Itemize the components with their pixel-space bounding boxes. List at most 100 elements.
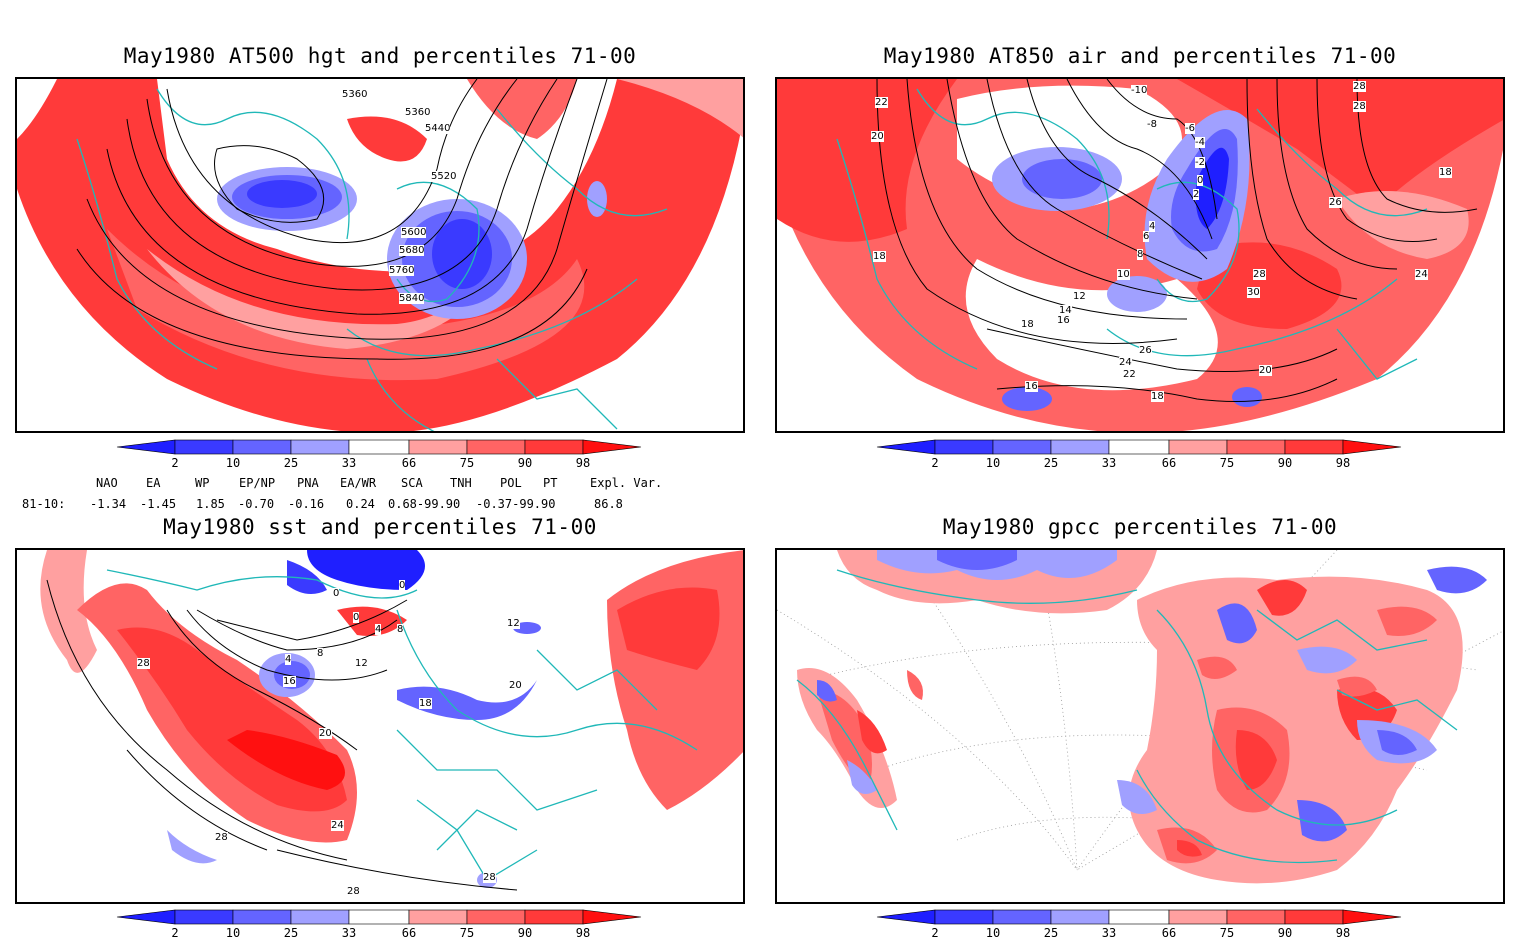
contour-label: -8 (1147, 119, 1157, 130)
panel-title: May1980 sst and percentiles 71-00 (163, 515, 597, 539)
contour-label: 0 (399, 580, 406, 591)
contour-label: 12 (1073, 291, 1086, 302)
contour-label: 8 (1137, 249, 1144, 260)
colorbar-segment (1168, 909, 1228, 925)
colorbar-segment (1284, 909, 1344, 925)
index-row-label: 81-10: (22, 497, 66, 511)
contour-label: 5680 (399, 245, 425, 256)
colorbar-tick-label: 10 (226, 926, 240, 940)
colorbar-tick-label: 98 (1336, 456, 1350, 470)
contour-label: 24 (331, 820, 344, 831)
colorbar-segment (1108, 439, 1170, 455)
colorbar-tick-label: 90 (518, 456, 532, 470)
colorbar-tick-label: 10 (986, 926, 1000, 940)
contour-label: 18 (419, 698, 432, 709)
index-value: -0.70 (238, 497, 275, 511)
contour-label: 28 (1253, 269, 1266, 280)
contour-label: 24 (1119, 357, 1132, 368)
index-header: EP/NP (239, 476, 276, 490)
contour-label: 8 (317, 648, 324, 659)
contour-label: 18 (873, 251, 886, 262)
index-header: TNH (450, 476, 472, 490)
colorbar-tick-label: 25 (284, 926, 298, 940)
contour-label: 30 (1247, 287, 1260, 298)
gpcc-map (777, 550, 1503, 884)
colorbar-segment (1342, 909, 1402, 925)
colorbar-segment (174, 439, 234, 455)
index-header: SCA (401, 476, 423, 490)
contour-label: 24 (1415, 269, 1428, 280)
colorbar: 2 10 25 33 66 75 90 98 (876, 909, 1407, 944)
index-header: NAO (96, 476, 118, 490)
index-value: -0.37-99.90 (476, 497, 556, 511)
colorbar-segment (232, 909, 292, 925)
colorbar-tick-label: 75 (460, 926, 474, 940)
contour-label: -6 (1185, 123, 1195, 134)
index-header: EA/WR (340, 476, 377, 490)
contour-label: 28 (1353, 101, 1366, 112)
contour-label: -4 (1195, 137, 1205, 148)
contour-label: 4 (375, 624, 382, 635)
colorbar-segment (116, 439, 176, 455)
colorbar-tick-label: 33 (342, 456, 356, 470)
index-value: -0.16 (288, 497, 325, 511)
colorbar-tick-label: 2 (171, 456, 178, 470)
contour-label: 20 (1259, 365, 1272, 376)
contour-label: 28 (483, 872, 496, 883)
colorbar-tick-label: 33 (342, 926, 356, 940)
contour-label: 20 (509, 680, 522, 691)
colorbar-segment (876, 439, 936, 455)
colorbar-segment (992, 439, 1052, 455)
colorbar-segment (1168, 439, 1228, 455)
map-frame: 5360 5360 5440 5520 5600 5680 5760 5840 (15, 77, 745, 433)
colorbar-tick-label: 10 (226, 456, 240, 470)
map-frame: 0 0 0 4 4 8 8 12 12 16 18 20 20 24 28 28… (15, 548, 745, 904)
index-header: WP (195, 476, 210, 490)
colorbar-segment (992, 909, 1052, 925)
colorbar-tick-label: 90 (518, 926, 532, 940)
panel-title: May1980 gpcc percentiles 71-00 (942, 515, 1338, 539)
colorbar-segment (934, 909, 994, 925)
contour-label: 28 (137, 658, 150, 669)
colorbar-segment (408, 909, 468, 925)
hgt-contours (76, 79, 608, 360)
contour-label: -2 (1195, 157, 1205, 168)
index-value: -1.45 (140, 497, 177, 511)
colorbar-svg: 2 10 25 33 66 75 90 98 (116, 439, 642, 470)
colorbar-tick-label: 66 (402, 456, 416, 470)
index-value: 86.8 (594, 497, 623, 511)
hgt-map (17, 79, 743, 431)
contour-label: 28 (347, 886, 360, 897)
contour-label: 16 (1057, 315, 1070, 326)
colorbar-tick-label: 2 (931, 456, 938, 470)
colorbar-tick-label: 2 (171, 926, 178, 940)
colorbar-segment (582, 439, 642, 455)
sst-map (40, 550, 743, 891)
colorbar-segment (290, 909, 350, 925)
contour-label: 0 (333, 588, 340, 599)
contour-label: 16 (1025, 381, 1038, 392)
contour-label: 10 (1117, 269, 1130, 280)
colorbar-segment (934, 439, 994, 455)
colorbar-segment (408, 439, 468, 455)
contour-label: 18 (1021, 319, 1034, 330)
contour-label: 20 (319, 728, 332, 739)
colorbar-tick-label: 90 (1278, 456, 1292, 470)
colorbar-tick-label: 98 (1336, 926, 1350, 940)
contour-label: 26 (1329, 197, 1342, 208)
colorbar-segment (582, 909, 642, 925)
colorbar-segment (524, 439, 584, 455)
contour-label: 6 (1143, 231, 1150, 242)
contour-label: 2 (1193, 189, 1200, 200)
contour-label: 18 (1151, 391, 1164, 402)
colorbar-segment (466, 909, 526, 925)
contour-label: 5440 (425, 123, 451, 134)
colorbar: 2 10 25 33 66 75 90 98 (116, 439, 647, 474)
index-value: 1.85 (196, 497, 225, 511)
colorbar-segment (1226, 909, 1286, 925)
contour-label: 20 (871, 131, 884, 142)
colorbar-tick-label: 75 (460, 456, 474, 470)
colorbar-segment (1284, 439, 1344, 455)
gpcc-coastlines (796, 569, 1458, 864)
contour-label: 0 (1197, 175, 1204, 186)
